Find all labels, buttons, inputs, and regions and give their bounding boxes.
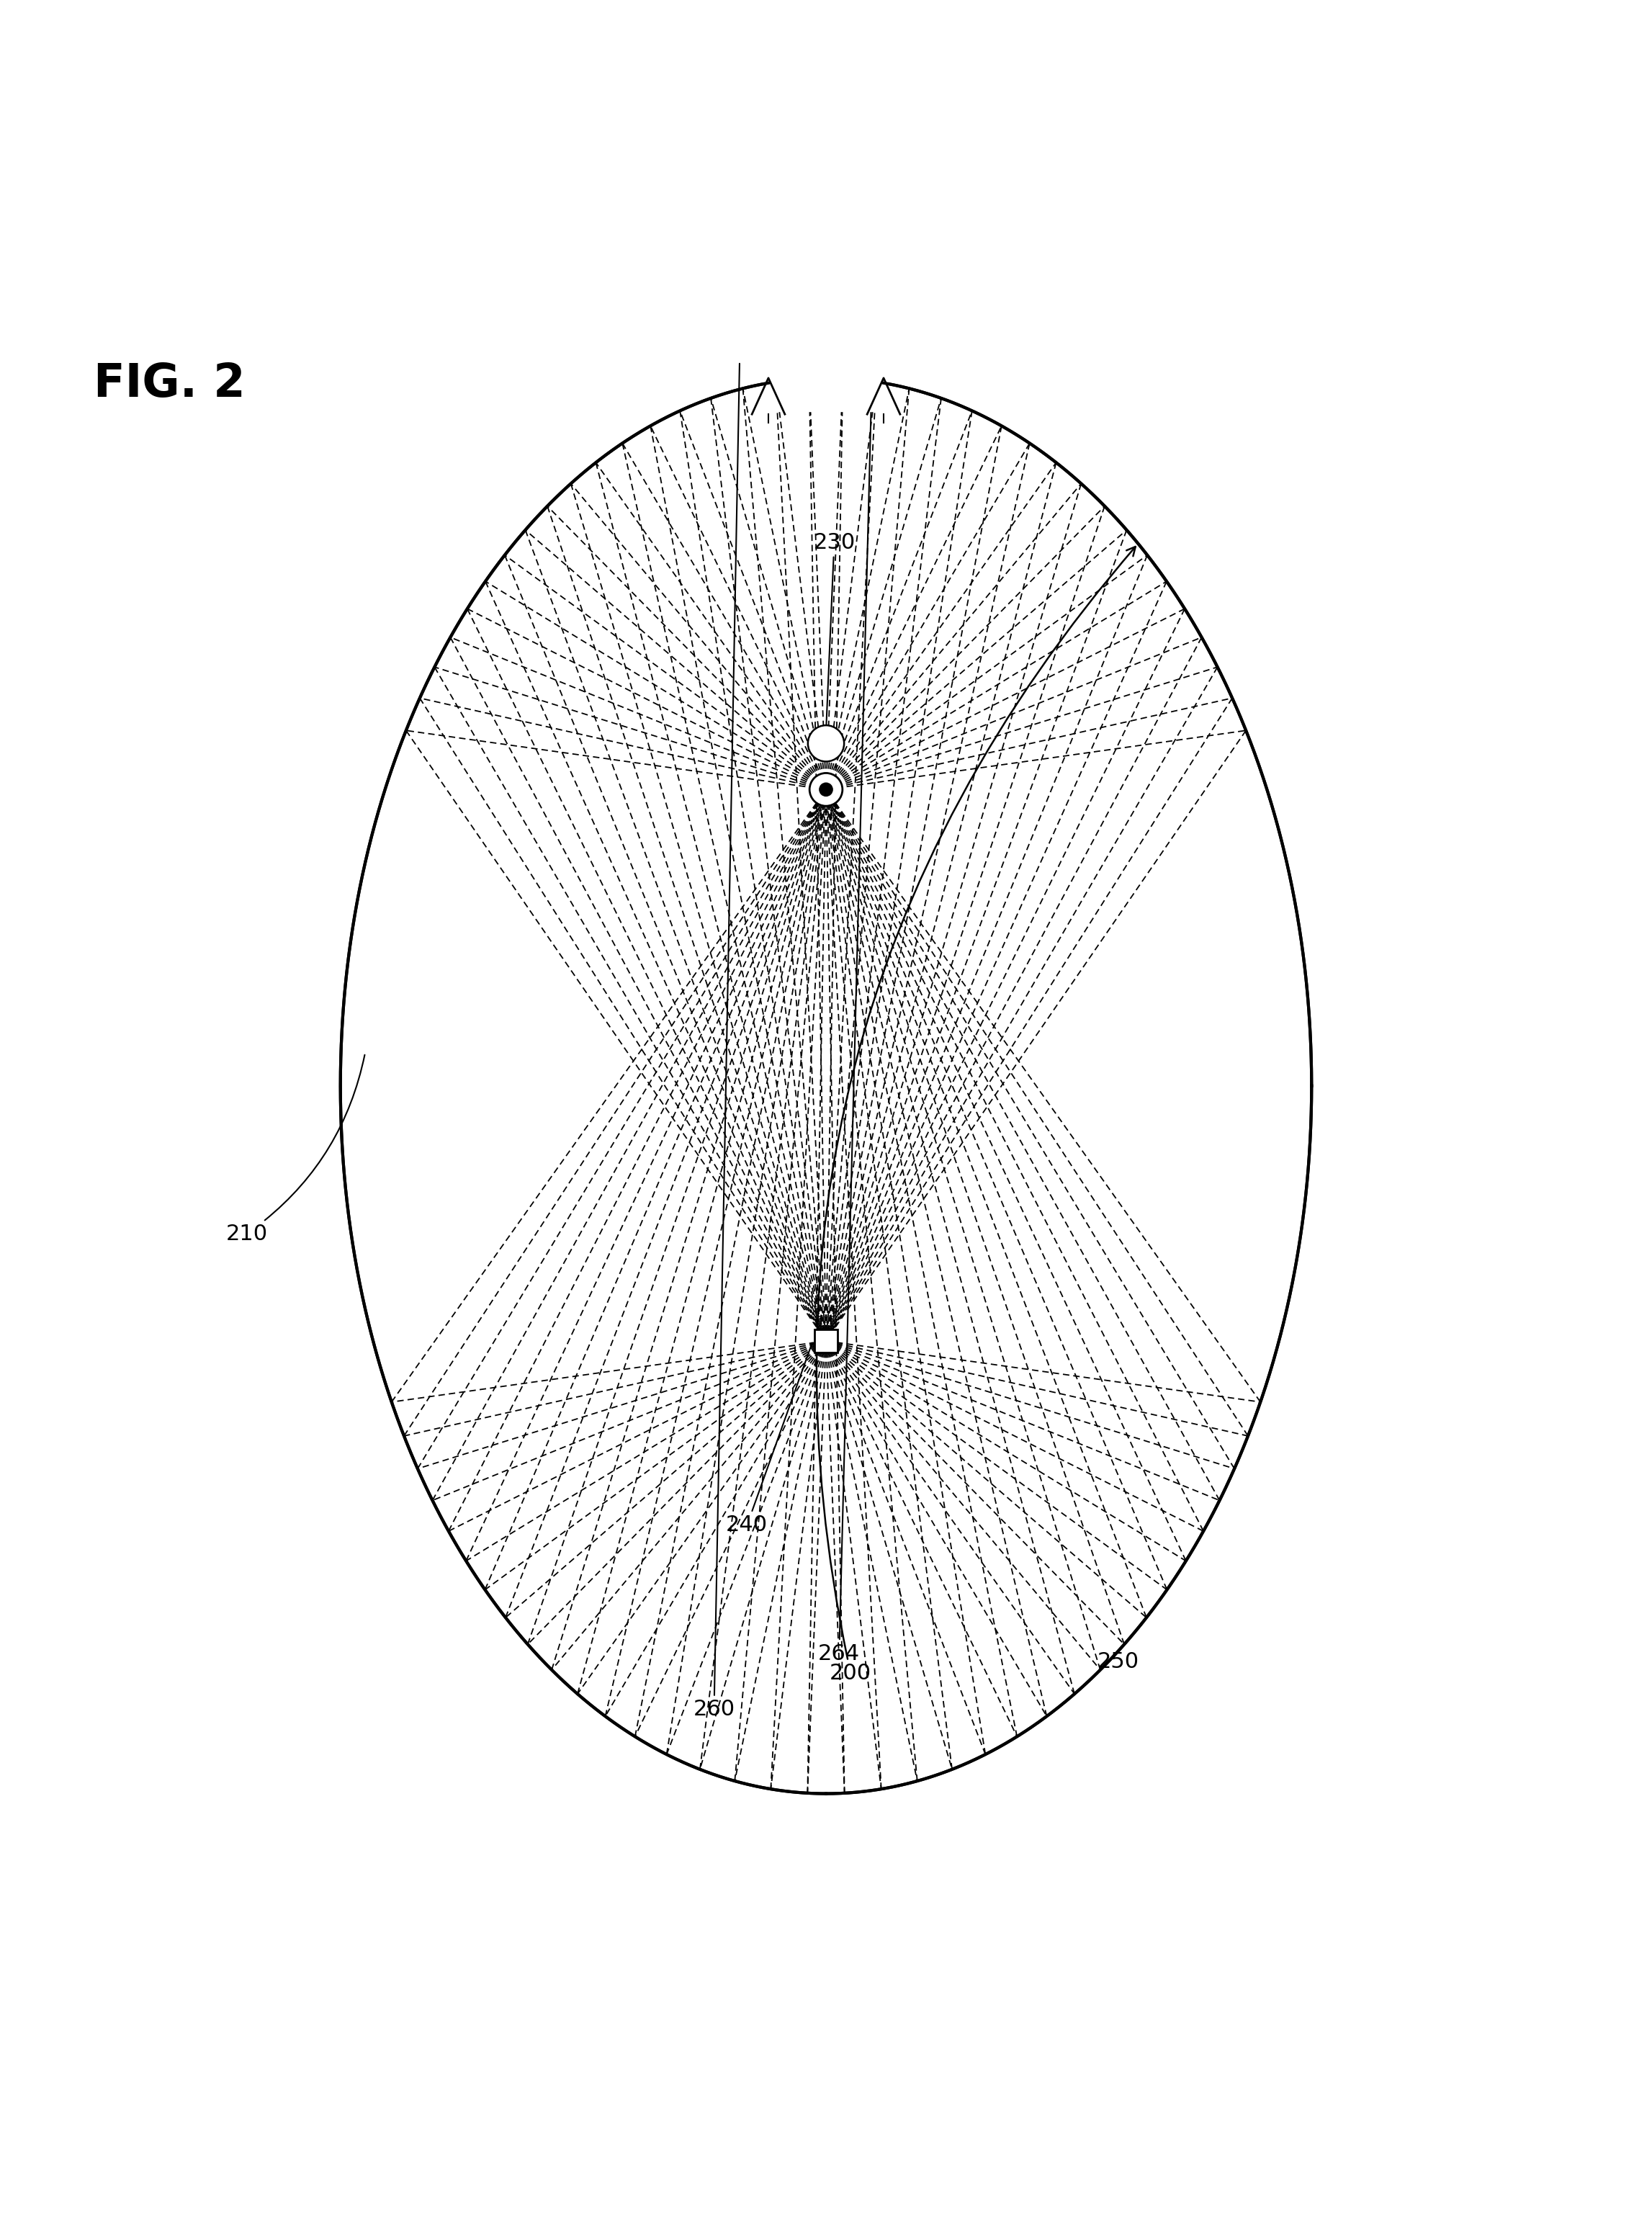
Text: 260: 260 [694, 364, 740, 1719]
Text: 240: 240 [727, 1344, 813, 1535]
Text: 264: 264 [818, 371, 872, 1664]
Circle shape [809, 773, 843, 806]
Text: 210: 210 [226, 1055, 365, 1244]
Text: 230: 230 [813, 533, 856, 731]
FancyBboxPatch shape [814, 1330, 838, 1353]
Circle shape [808, 726, 844, 762]
Circle shape [819, 784, 833, 795]
Text: FIG. 2: FIG. 2 [94, 362, 244, 406]
Text: 250: 250 [1097, 1652, 1140, 1672]
Text: 200: 200 [816, 546, 1135, 1684]
